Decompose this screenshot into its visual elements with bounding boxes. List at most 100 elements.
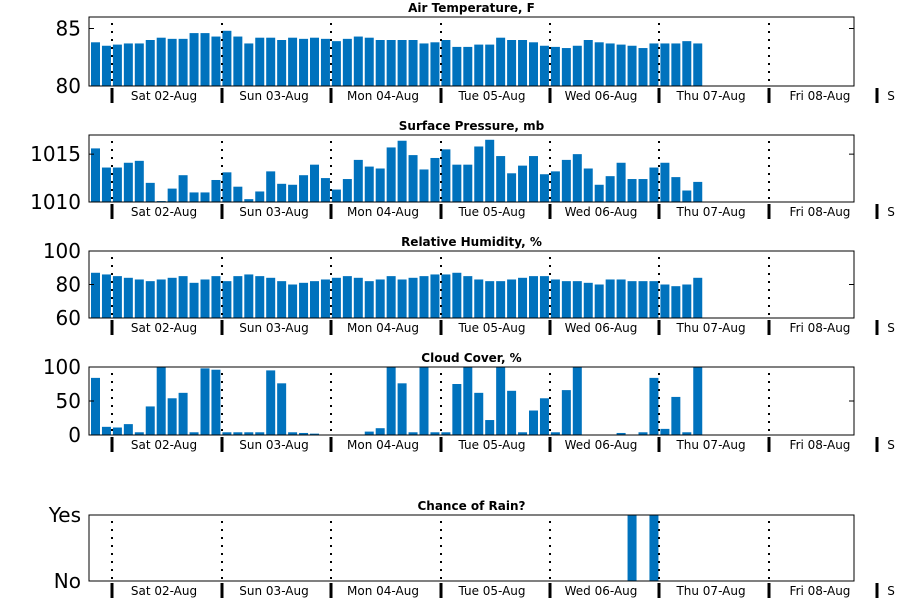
bar	[594, 284, 604, 318]
bar	[233, 186, 243, 202]
bar	[485, 44, 495, 86]
bar	[529, 276, 538, 319]
bar	[682, 284, 692, 318]
bar	[310, 433, 319, 435]
bar	[693, 43, 703, 86]
bar	[583, 282, 593, 318]
bar	[244, 199, 254, 202]
bar	[386, 276, 396, 319]
bar	[671, 286, 681, 318]
bar	[463, 276, 473, 319]
bar	[419, 43, 429, 86]
bar	[91, 377, 100, 435]
bar	[496, 156, 506, 202]
bar	[189, 192, 199, 202]
bar	[310, 281, 319, 318]
bar	[408, 40, 418, 86]
bar	[660, 428, 670, 435]
bar	[112, 167, 122, 202]
bar	[430, 42, 440, 86]
x-tick-label: Sun 03-Aug	[239, 205, 308, 219]
bar	[189, 282, 199, 318]
bar	[572, 367, 582, 435]
x-tick-label: Mon 04-Aug	[347, 205, 419, 219]
bar	[342, 179, 352, 202]
x-tick-label: Sun 03-Aug	[239, 321, 308, 335]
bar	[266, 171, 276, 202]
x-tick-label: Mon 04-Aug	[347, 321, 419, 335]
bar	[134, 432, 144, 435]
bar	[408, 432, 418, 435]
y-tick-label: 1015	[30, 142, 81, 166]
bar	[353, 36, 363, 86]
bar	[605, 176, 615, 202]
bar	[233, 36, 243, 86]
bar	[145, 406, 155, 435]
x-tick-label: Tue 05-Aug	[457, 584, 525, 598]
bar	[693, 367, 703, 435]
plot-frame	[88, 16, 855, 87]
bar	[583, 40, 593, 86]
y-tick-label: 0	[68, 423, 81, 447]
bar	[342, 38, 352, 86]
bar	[134, 160, 144, 202]
bar	[452, 272, 462, 318]
bar	[463, 367, 473, 435]
bar	[211, 369, 221, 435]
x-tick-label: Wed 06-Aug	[565, 438, 638, 452]
bar	[561, 390, 571, 435]
bar	[299, 432, 309, 435]
bar	[331, 41, 341, 86]
x-tick-label: Thu 07-Aug	[675, 205, 745, 219]
bar	[485, 139, 495, 202]
bar	[233, 432, 243, 435]
x-tick-label: S	[887, 584, 895, 598]
x-tick-label: Fri 08-Aug	[790, 438, 851, 452]
bar	[419, 169, 429, 202]
bar	[397, 40, 407, 86]
bar	[682, 190, 692, 202]
y-tick-label: 100	[43, 355, 81, 379]
panel-title: Relative Humidity, %	[401, 235, 542, 249]
bar	[452, 46, 462, 86]
bar	[386, 147, 396, 202]
plot-frame	[88, 134, 855, 203]
bar	[91, 272, 100, 318]
bar	[310, 37, 319, 86]
x-tick-label: S	[887, 205, 895, 219]
panel-title: Chance of Rain?	[417, 499, 525, 513]
bar	[496, 367, 506, 435]
bar	[671, 43, 681, 86]
bar	[496, 37, 506, 86]
bar	[364, 37, 374, 86]
y-tick-label: 50	[56, 389, 81, 413]
bar	[211, 179, 221, 202]
x-tick-label: Mon 04-Aug	[347, 438, 419, 452]
bar	[660, 162, 670, 202]
bar	[156, 37, 166, 86]
bar	[572, 45, 582, 86]
bar	[299, 282, 309, 318]
bar	[474, 279, 484, 318]
bar	[112, 276, 122, 319]
x-tick-label: Sat 02-Aug	[131, 321, 197, 335]
bar	[660, 284, 670, 318]
bar	[649, 515, 659, 581]
bar	[529, 410, 538, 435]
bar	[167, 398, 177, 435]
bar	[112, 427, 122, 435]
bar	[616, 44, 626, 86]
bar	[539, 174, 549, 202]
y-tick-label: 100	[43, 239, 81, 263]
y-tick-label: 80	[56, 74, 81, 98]
bar	[616, 162, 626, 202]
bar	[660, 43, 670, 86]
bar	[211, 276, 221, 319]
bar	[353, 159, 363, 202]
panel-title: Cloud Cover, %	[421, 351, 521, 365]
x-tick-label: Wed 06-Aug	[565, 321, 638, 335]
bar	[474, 392, 484, 435]
bar	[594, 42, 604, 86]
bar	[156, 279, 166, 318]
bar	[518, 432, 528, 435]
